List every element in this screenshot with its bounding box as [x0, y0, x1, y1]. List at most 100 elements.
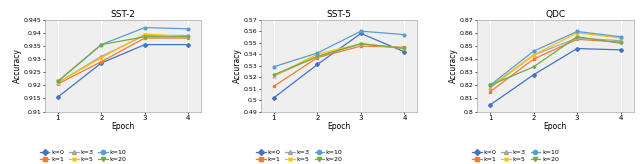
k=1: [401, 46, 408, 48]
k=0: [270, 97, 278, 99]
k=20: [184, 36, 192, 38]
k=3: [486, 87, 494, 89]
k=1: [54, 83, 61, 85]
Legend: k=0, k=1, k=3, k=5, k=10, k=20: k=0, k=1, k=3, k=5, k=10, k=20: [472, 150, 559, 162]
Title: SST-5: SST-5: [326, 10, 352, 19]
k=5: [184, 36, 192, 38]
k=3: [141, 34, 148, 36]
Line: k=0: k=0: [273, 32, 406, 99]
Line: k=10: k=10: [273, 30, 406, 68]
k=3: [184, 34, 192, 36]
k=20: [270, 74, 278, 76]
X-axis label: Epoch: Epoch: [111, 122, 135, 131]
k=0: [401, 51, 408, 53]
k=0: [573, 48, 581, 50]
k=10: [141, 27, 148, 29]
Line: k=5: k=5: [273, 42, 406, 77]
k=0: [141, 44, 148, 46]
k=10: [573, 31, 581, 32]
Line: k=10: k=10: [56, 26, 189, 83]
k=10: [97, 44, 105, 46]
k=20: [530, 66, 538, 68]
Line: k=5: k=5: [489, 31, 622, 88]
k=10: [314, 52, 321, 54]
Line: k=3: k=3: [273, 42, 406, 77]
k=20: [314, 55, 321, 57]
Title: QDC: QDC: [545, 10, 565, 19]
k=0: [530, 74, 538, 76]
Line: k=1: k=1: [56, 37, 189, 85]
k=5: [270, 75, 278, 77]
k=1: [486, 91, 494, 93]
k=20: [97, 44, 105, 46]
k=0: [617, 49, 625, 51]
Y-axis label: Accuracy: Accuracy: [233, 48, 242, 83]
k=5: [141, 33, 148, 35]
Title: SST-2: SST-2: [111, 10, 136, 19]
k=10: [530, 50, 538, 52]
k=3: [617, 40, 625, 42]
k=20: [357, 43, 365, 45]
k=3: [54, 82, 61, 84]
k=5: [97, 57, 105, 59]
k=1: [314, 57, 321, 59]
Line: k=0: k=0: [489, 47, 622, 106]
k=5: [486, 86, 494, 88]
Line: k=1: k=1: [273, 45, 406, 88]
k=1: [530, 58, 538, 60]
k=5: [314, 53, 321, 55]
k=10: [184, 28, 192, 30]
Line: k=10: k=10: [489, 30, 622, 87]
k=20: [141, 36, 148, 38]
k=5: [357, 43, 365, 45]
k=0: [97, 62, 105, 64]
k=10: [270, 66, 278, 68]
Line: k=1: k=1: [489, 38, 622, 93]
k=3: [97, 55, 105, 57]
Legend: k=0, k=1, k=3, k=5, k=10, k=20: k=0, k=1, k=3, k=5, k=10, k=20: [40, 150, 127, 162]
X-axis label: Epoch: Epoch: [328, 122, 351, 131]
Line: k=0: k=0: [56, 43, 189, 98]
k=3: [573, 37, 581, 39]
X-axis label: Epoch: Epoch: [543, 122, 567, 131]
k=3: [401, 47, 408, 49]
k=20: [401, 47, 408, 49]
k=0: [184, 44, 192, 46]
k=0: [486, 104, 494, 106]
k=20: [54, 80, 61, 82]
k=5: [573, 32, 581, 34]
k=20: [573, 36, 581, 38]
Line: k=20: k=20: [489, 35, 622, 87]
k=1: [97, 61, 105, 63]
k=1: [357, 45, 365, 47]
k=5: [401, 47, 408, 49]
k=1: [573, 38, 581, 40]
k=10: [486, 84, 494, 86]
k=1: [617, 41, 625, 43]
k=5: [54, 82, 61, 84]
Line: k=20: k=20: [273, 42, 406, 76]
k=1: [184, 37, 192, 39]
k=3: [357, 43, 365, 45]
Line: k=3: k=3: [56, 34, 189, 84]
k=5: [530, 54, 538, 56]
Y-axis label: Accuracy: Accuracy: [449, 48, 458, 83]
k=0: [54, 96, 61, 98]
k=1: [270, 85, 278, 87]
k=3: [530, 54, 538, 56]
Legend: k=0, k=1, k=3, k=5, k=10, k=20: k=0, k=1, k=3, k=5, k=10, k=20: [256, 150, 342, 162]
Line: k=5: k=5: [56, 33, 189, 84]
k=10: [54, 80, 61, 82]
k=10: [401, 34, 408, 36]
k=0: [357, 32, 365, 34]
k=3: [270, 75, 278, 77]
k=5: [617, 37, 625, 39]
k=20: [617, 42, 625, 44]
Y-axis label: Accuracy: Accuracy: [13, 48, 22, 83]
k=10: [357, 30, 365, 32]
Line: k=20: k=20: [56, 35, 189, 83]
Line: k=3: k=3: [489, 37, 622, 89]
k=3: [314, 55, 321, 57]
k=0: [314, 63, 321, 65]
k=20: [486, 84, 494, 86]
